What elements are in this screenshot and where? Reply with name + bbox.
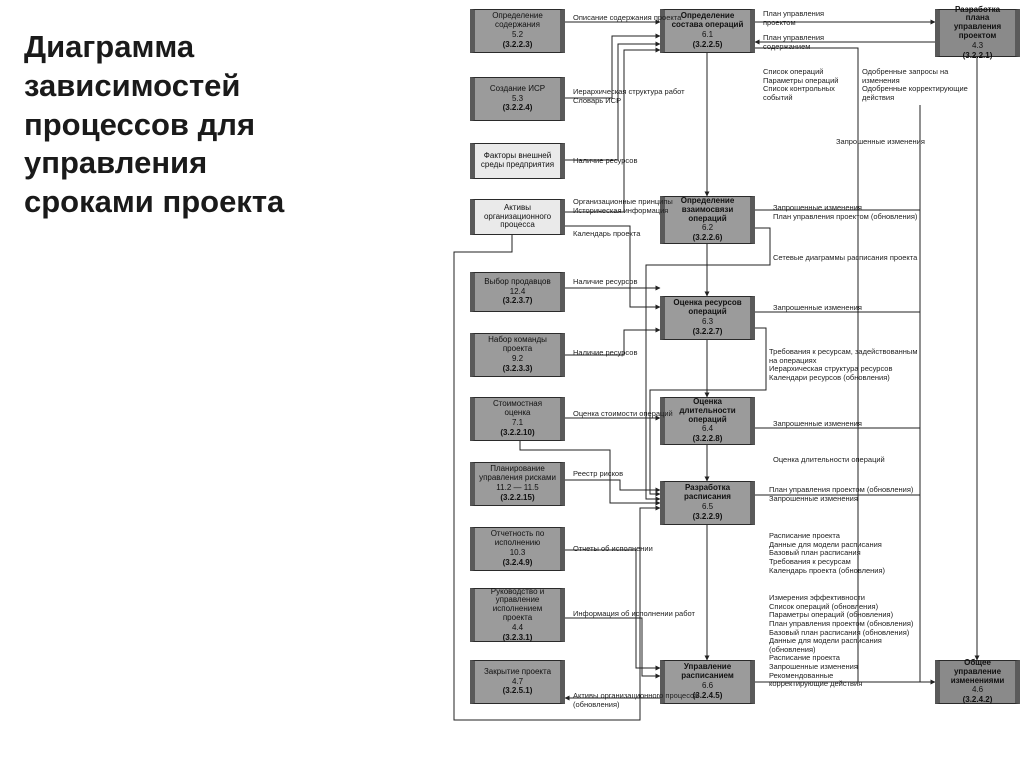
edge-label-0: Описание содержания проекта xyxy=(573,14,681,23)
node-n_close: Закрытие проекта4.7(3.2.5.1) xyxy=(470,660,565,704)
edge-label-5: Запрошенные изменения xyxy=(836,138,925,147)
diagram-stage: { "title": "Диаграмма зависимостей проце… xyxy=(0,0,1024,767)
edge-label-22: Отчеты об исполнении xyxy=(573,545,653,554)
node-n_opa: Активы организационного процесса xyxy=(470,199,565,235)
edge-label-4: Одобренные запросы на изменения Одобренн… xyxy=(862,68,968,103)
edge-label-17: Запрошенные изменения xyxy=(773,420,862,429)
node-n_risk: Планирование управления рисками11.2 — 11… xyxy=(470,462,565,506)
node-n_team: Набор команды проекта9.2(3.2.3.3) xyxy=(470,333,565,377)
node-n_direct: Руководство и управление исполнением про… xyxy=(470,588,565,642)
edge-label-15: Запрошенные изменения xyxy=(773,304,862,313)
node-n_act_seq: Определение взаимосвязи операций6.2(3.2.… xyxy=(660,196,755,244)
node-n_res_est: Оценка ресурсов операций6.3(3.2.2.7) xyxy=(660,296,755,340)
edge-n_direct-n_sched_ctrl xyxy=(565,618,660,676)
edge-label-16: Требования к ресурсам, задействованным н… xyxy=(769,348,917,383)
edge-label-12: Наличие ресурсов xyxy=(573,278,637,287)
edge-label-21: Расписание проекта Данные для модели рас… xyxy=(769,532,885,575)
edge-n_act_seq-n_sched_dev xyxy=(646,228,770,499)
node-n_wbs: Создание ИСР5.3(3.2.2.4) xyxy=(470,77,565,121)
edge-label-7: Наличие ресурсов xyxy=(573,157,637,166)
node-n_sched_dev: Разработка расписания6.5(3.2.2.9) xyxy=(660,481,755,525)
edge-label-14: Оценка стоимости операций xyxy=(573,410,673,419)
node-n_eef: Факторы внешней среды предприятия xyxy=(470,143,565,179)
edge-label-1: План управления проектом xyxy=(763,10,824,27)
node-n_report: Отчетность по исполнению10.3(3.2.4.9) xyxy=(470,527,565,571)
edge-label-6: Иерархическая структура работ Словарь ИС… xyxy=(573,88,685,105)
edge-label-11: Сетевые диаграммы расписания проекта xyxy=(773,254,917,263)
edge-label-9: Календарь проекта xyxy=(573,230,640,239)
edge-label-18: Оценка длительности операций xyxy=(773,456,885,465)
node-n_cost: Стоимостная оценка7.1(3.2.2.10) xyxy=(470,397,565,441)
edge-label-20: План управления проектом (обновления) За… xyxy=(769,486,913,503)
edge-label-19: Реестр рисков xyxy=(573,470,623,479)
node-n_icc: Общее управление изменениями4.6(3.2.4.2) xyxy=(935,660,1020,704)
edge-label-13: Наличие ресурсов xyxy=(573,349,637,358)
edge-label-25: Измерения эффективности Список операций … xyxy=(769,594,913,689)
node-n_pmp_dev: Разработка плана управления проектом4.3(… xyxy=(935,9,1020,57)
node-n_scope_def: Определение содержания5.2(3.2.2.3) xyxy=(470,9,565,53)
edge-label-23: Информация об исполнении работ xyxy=(573,610,695,619)
edge-label-2: План управления содержанием xyxy=(763,34,824,51)
node-n_dur_est: Оценка длительности операций6.4(3.2.2.8) xyxy=(660,397,755,445)
edge-label-10: Запрошенные изменения План управления пр… xyxy=(773,204,917,221)
edge-label-8: Организационные принципы Историческая ин… xyxy=(573,198,673,215)
edge-label-3: Список операций Параметры операций Списо… xyxy=(763,68,838,103)
node-n_sellers: Выбор продавцов12.4(3.2.3.7) xyxy=(470,272,565,312)
edge-label-24: Активы организационного процесса (обновл… xyxy=(573,692,698,709)
